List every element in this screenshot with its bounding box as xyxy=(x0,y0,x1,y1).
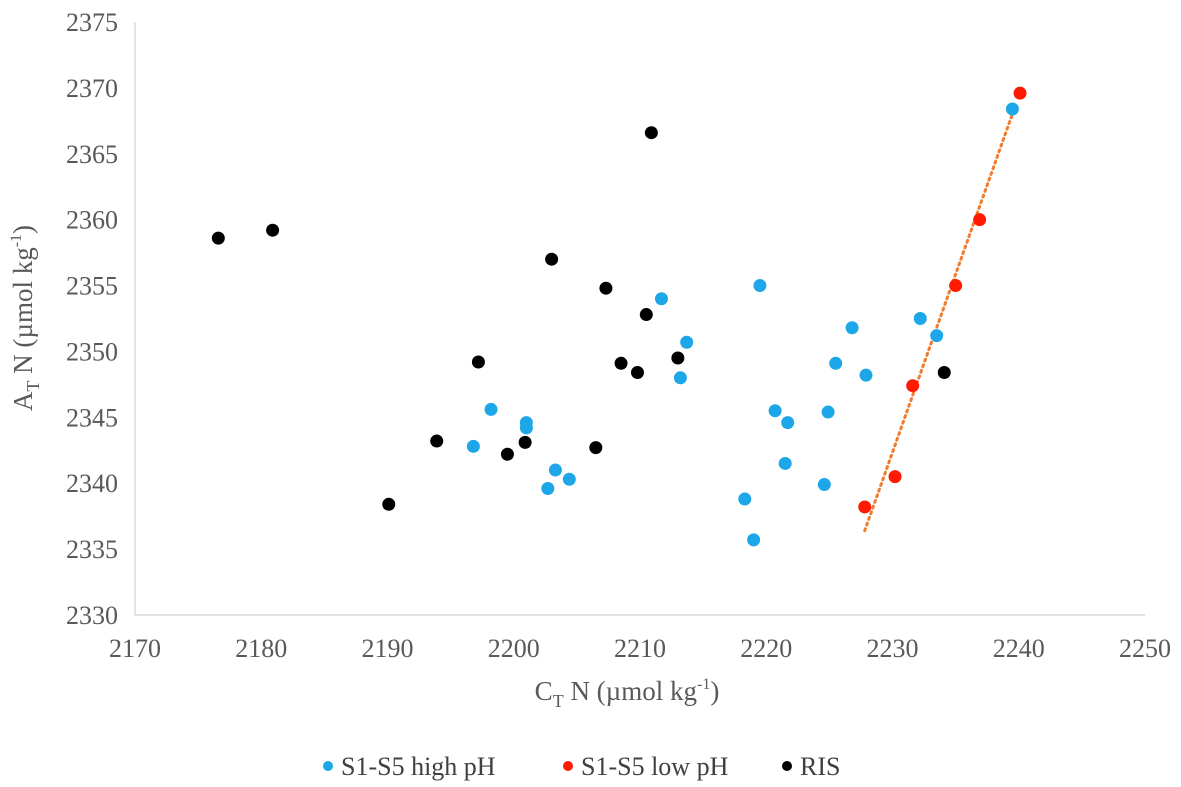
data-point xyxy=(599,281,613,295)
data-point xyxy=(548,463,562,477)
data-point xyxy=(430,434,444,448)
x-tick-label: 2230 xyxy=(867,634,919,663)
data-point xyxy=(466,439,480,453)
y-tick-label: 2370 xyxy=(66,74,118,103)
series-1 xyxy=(858,86,1027,514)
x-tick-label: 2220 xyxy=(740,634,792,663)
series-0 xyxy=(466,102,1019,547)
data-point xyxy=(654,292,668,306)
data-point xyxy=(562,472,576,486)
data-point xyxy=(753,279,767,293)
data-points xyxy=(211,86,1027,547)
data-point xyxy=(1005,102,1019,116)
x-tick-label: 2250 xyxy=(1119,634,1171,663)
legend-item-low-ph: S1-S5 low pH xyxy=(563,752,729,781)
data-point xyxy=(913,312,927,325)
x-tick-label: 2210 xyxy=(614,634,666,663)
legend-label-low-ph: S1-S5 low pH xyxy=(581,752,729,781)
data-point xyxy=(680,335,694,349)
x-axis-title-sup: -1 xyxy=(697,676,710,693)
data-point xyxy=(673,371,687,385)
data-point xyxy=(471,355,485,369)
legend-label-ris: RIS xyxy=(800,752,840,781)
data-point xyxy=(747,533,761,547)
data-point xyxy=(781,416,795,430)
legend-marker-ris xyxy=(782,761,792,771)
chart-legend: S1-S5 high pH S1-S5 low pH RIS xyxy=(323,752,840,781)
data-point xyxy=(211,231,225,245)
x-axis-title-end: ) xyxy=(710,676,719,706)
data-point xyxy=(382,497,396,511)
data-point xyxy=(614,356,628,370)
data-point xyxy=(545,252,559,266)
data-point xyxy=(973,213,987,227)
data-point xyxy=(644,126,658,140)
y-tick-label: 2375 xyxy=(66,8,118,37)
data-point xyxy=(949,279,963,293)
data-point xyxy=(484,402,498,416)
x-axis-title: CT N (µmol kg-1) xyxy=(535,676,720,711)
y-axis-title: AT N (µmol kg-1) xyxy=(8,225,43,411)
legend-label-high-ph: S1-S5 high pH xyxy=(341,752,496,781)
y-axis-title-rest: N (µmol kg xyxy=(8,247,38,380)
y-tick-label: 2365 xyxy=(66,140,118,169)
data-point xyxy=(858,500,872,514)
legend-marker-high-ph xyxy=(323,761,333,771)
x-tick-label: 2240 xyxy=(993,634,1045,663)
legend-item-high-ph: S1-S5 high pH xyxy=(323,752,496,781)
data-point xyxy=(639,308,653,322)
data-point xyxy=(589,441,603,455)
trendline xyxy=(863,108,1016,533)
data-point xyxy=(768,404,782,418)
series-2 xyxy=(211,126,951,511)
data-point xyxy=(671,351,685,365)
x-axis-title-main: C xyxy=(535,676,553,706)
legend-item-ris: RIS xyxy=(782,752,840,781)
data-point xyxy=(845,321,859,335)
data-point xyxy=(1013,86,1027,100)
x-tick-label: 2180 xyxy=(235,634,287,663)
data-point xyxy=(738,492,752,506)
y-tick-label: 2350 xyxy=(66,337,118,366)
data-point xyxy=(778,456,792,470)
data-point xyxy=(888,470,902,484)
x-axis-title-rest: N (µmol kg xyxy=(564,676,697,706)
y-tick-label: 2360 xyxy=(66,206,118,235)
data-point xyxy=(859,368,873,382)
data-point xyxy=(821,405,835,419)
data-point xyxy=(829,356,843,370)
x-tick-label: 2190 xyxy=(362,634,414,663)
y-tick-label: 2335 xyxy=(66,535,118,564)
y-axis-title-end: ) xyxy=(8,225,38,234)
trendline-layer xyxy=(863,108,1016,533)
data-point xyxy=(817,478,831,492)
y-axis-title-sup: -1 xyxy=(8,234,25,247)
y-tick-label: 2345 xyxy=(66,403,118,432)
data-point xyxy=(906,379,920,393)
x-tick-label: 2200 xyxy=(488,634,540,663)
data-point xyxy=(266,223,280,237)
x-axis-title-sub: T xyxy=(553,691,564,711)
data-point xyxy=(930,329,944,343)
y-tick-label: 2340 xyxy=(66,469,118,498)
data-point xyxy=(519,421,533,435)
plot-axes xyxy=(134,22,1145,616)
data-point xyxy=(518,435,532,449)
data-point xyxy=(500,447,514,461)
y-tick-label: 2330 xyxy=(66,601,118,630)
y-tick-label: 2355 xyxy=(66,272,118,301)
x-tick-label: 2170 xyxy=(109,634,161,663)
legend-marker-low-ph xyxy=(563,761,573,771)
data-point xyxy=(937,366,951,380)
data-point xyxy=(630,366,644,380)
data-point xyxy=(541,481,555,495)
y-axis-title-sub: T xyxy=(23,381,43,392)
tick-labels: 2170 2180 2190 2200 2210 2220 2230 2240 2250 2330… xyxy=(66,8,1171,663)
y-axis-title-main: A xyxy=(8,391,38,411)
